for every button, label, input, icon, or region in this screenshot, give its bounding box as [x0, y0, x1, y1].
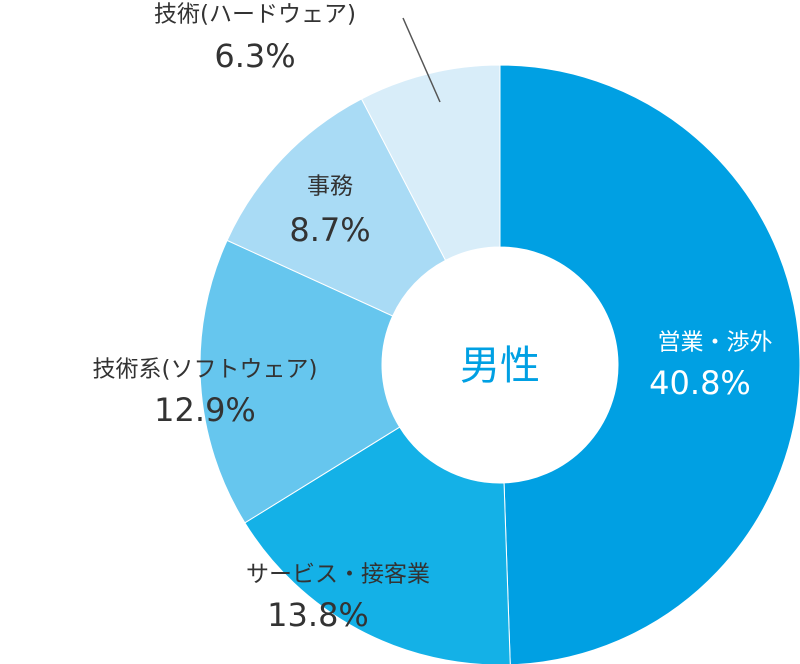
value-label: 13.8% [267, 596, 369, 634]
value-label: 6.3% [214, 37, 295, 75]
category-label: 事務 [307, 174, 353, 200]
donut-segment [360, 64, 501, 261]
donut-segment [244, 426, 511, 664]
category-label: 営業・渉外 [658, 330, 773, 356]
value-label: 12.9% [154, 391, 256, 429]
category-label: 技術系(ソフトウェア) [93, 357, 318, 383]
category-label: サービス・接客業 [246, 562, 430, 588]
leader-line [402, 17, 441, 103]
center-text: 男性 [460, 343, 540, 389]
value-label: 40.8% [649, 364, 751, 402]
donut-segment [226, 98, 447, 317]
donut-segment [199, 239, 401, 524]
value-label: 8.7% [289, 211, 370, 249]
category-label: 技術(ハードウェア) [154, 2, 356, 28]
donut-segment [499, 64, 800, 664]
